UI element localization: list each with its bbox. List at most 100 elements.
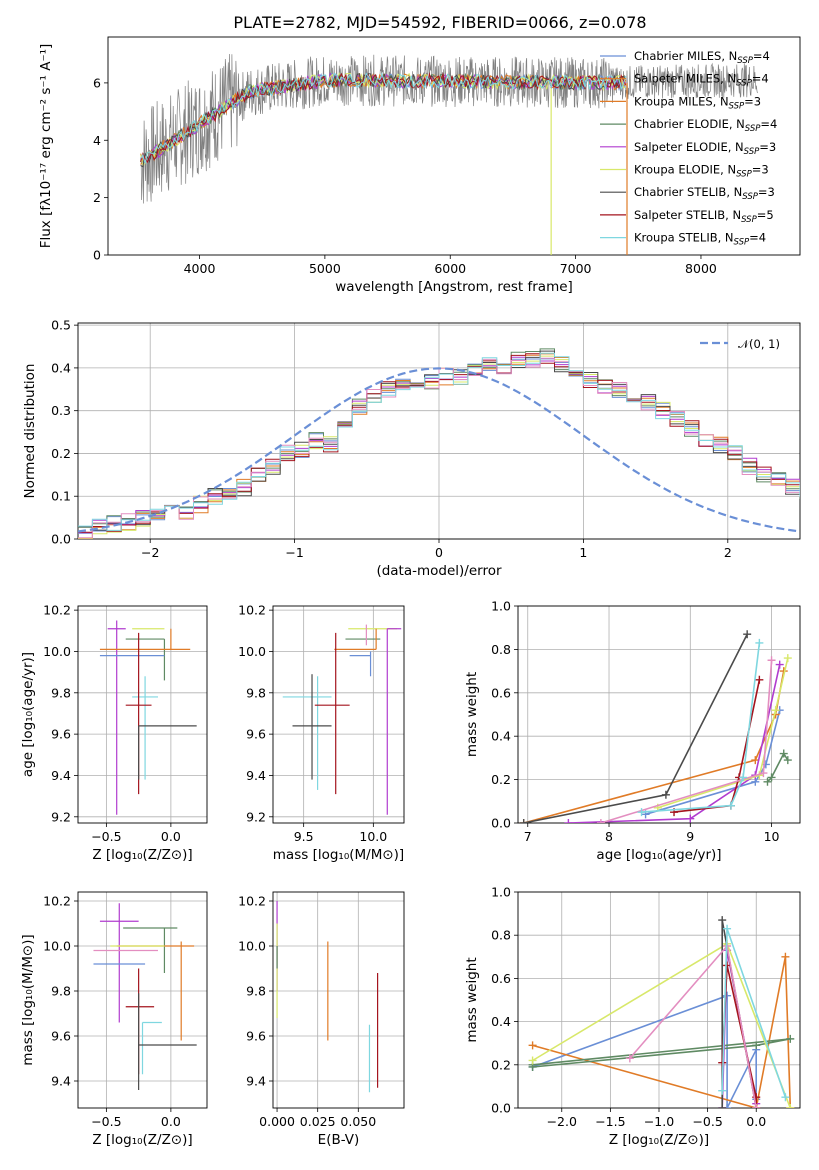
legend-text: =3 (759, 140, 776, 154)
age-vs-mass-plot-area (282, 624, 402, 815)
x-tick-label: 4000 (184, 261, 216, 276)
y-tick-label: 0.5 (51, 318, 71, 333)
plus-marker (761, 760, 770, 769)
x-tick-label: 9 (686, 829, 694, 844)
spectrum-plot-area (140, 53, 758, 255)
legend-text: Chabrier MILES, N (634, 49, 737, 63)
axes-age-vs-Z: −0.5 0.0 9.2 9.4 9.6 9.8 10.0 10.2 Z [log₁₀(Z/Z⊙… (20, 603, 208, 863)
y-axis-label: mass weight (464, 957, 480, 1042)
mass-weight-line (766, 751, 789, 783)
plus-marker (752, 1041, 761, 1050)
plus-marker (723, 961, 732, 970)
legend-entry: Kroupa ELODIE, NSSP=3 (634, 163, 769, 180)
mass-weight-vs-age-plot-area (519, 630, 792, 823)
y-tick-label: 9.8 (51, 984, 71, 999)
y-tick-label: 9.6 (51, 727, 71, 742)
y-tick-label: 0.4 (491, 729, 511, 744)
plus-marker (783, 756, 792, 765)
y-tick-label: 0.8 (491, 928, 511, 943)
legend-text: Kroupa STELIB, N (634, 231, 734, 245)
legend-entry: Chabrier MILES, NSSP=4 (634, 49, 770, 66)
axes-age-vs-mass: 9.5 10.0 9.2 9.4 9.6 9.8 10.0 10.2 mass [log₁₀(M… (238, 603, 405, 863)
plus-marker (767, 656, 776, 665)
plus-marker (686, 814, 695, 823)
plus-marker (786, 1034, 795, 1043)
x-tick-label: −2.0 (547, 1114, 577, 1129)
axes-mass-weight-vs-age: 7 8 9 10 0.0 0.2 0.4 0.6 0.8 1.0 age [log₁₀(age/yr… (464, 599, 801, 863)
y-tick-label: 2 (93, 190, 101, 205)
mass-weight-line (568, 664, 781, 823)
x-tick-label: 0 (435, 545, 443, 560)
legend-subscript: SSP (736, 79, 752, 89)
axes-frame (272, 891, 405, 1109)
axes-frame (272, 605, 405, 824)
y-tick-label: 10.2 (43, 603, 71, 618)
y-tick-label: 0.6 (491, 971, 511, 986)
legend-text: =4 (753, 49, 770, 63)
y-tick-label: 9.8 (246, 685, 266, 700)
legend-text: =4 (760, 117, 777, 131)
axes-mass-vs-EBV: 0.000 0.025 0.050 9.4 9.6 9.8 10.0 10.2 E(B-V) (238, 891, 405, 1148)
legend-text: =3 (744, 94, 761, 108)
x-axis-label: Z [log₁₀(Z/Z⊙)] (92, 847, 192, 863)
legend-entry: Salpeter MILES, NSSP=4 (634, 72, 769, 89)
plus-marker (743, 630, 752, 639)
legend-subscript: SSP (734, 238, 750, 248)
y-tick-label: 9.8 (246, 984, 266, 999)
y-tick-label: 0.1 (51, 489, 71, 504)
model-spectrum-line (140, 72, 627, 164)
legend-text: Salpeter STELIB, N (634, 208, 741, 222)
x-tick-label: 0.050 (340, 1114, 376, 1129)
histogram-step-line (78, 358, 800, 534)
y-tick-label: 9.4 (246, 768, 266, 783)
legend-text: =5 (757, 208, 774, 222)
plus-marker (739, 773, 748, 782)
plus-marker (723, 1104, 732, 1108)
plus-marker (752, 1104, 761, 1108)
y-tick-label: 9.2 (246, 809, 266, 824)
mass-weight-line (532, 994, 757, 1108)
legend-text: Salpeter MILES, N (634, 72, 736, 86)
x-tick-label: 0.0 (161, 829, 181, 844)
plus-marker (625, 1054, 634, 1063)
axes-frame (77, 605, 208, 824)
histogram-step-line (78, 356, 800, 534)
x-tick-label: 0.0 (161, 1114, 181, 1129)
x-tick-label: 6000 (434, 261, 466, 276)
age-vs-Z-plot-area (99, 620, 197, 815)
y-axis-label: mass [log₁₀(M/M⊙)] (20, 934, 36, 1065)
plus-marker (759, 769, 768, 778)
y-tick-label: 10.2 (238, 894, 266, 909)
x-tick-label: 8 (605, 829, 613, 844)
plus-marker (763, 777, 772, 786)
plus-marker (718, 1086, 727, 1095)
axes-frame (517, 891, 801, 1109)
x-axis-label: Z [log₁₀(Z/Z⊙)] (609, 1132, 709, 1148)
mass-weight-line (532, 1038, 791, 1068)
axes-mass-vs-Z: −0.5 0.0 9.4 9.6 9.8 10.0 10.2 Z [log₁₀(Z/Z⊙)] m… (20, 891, 208, 1148)
axes-mass-weight-vs-Z: −2.0 −1.5 −1.0 −0.5 0.0 0.0 0.2 0.4 0.6 0.8 1.0 Z [… (464, 885, 801, 1148)
model-spectrum-line (140, 72, 627, 164)
legend-subscript: SSP (736, 170, 752, 180)
y-tick-label: 10.0 (238, 644, 266, 659)
plus-marker (564, 819, 573, 823)
x-tick-label: −0.5 (692, 1114, 722, 1129)
histogram-step-line (78, 357, 800, 539)
x-tick-label: 2 (724, 545, 732, 560)
x-axis-label: (data-model)/error (376, 563, 502, 579)
y-tick-label: 4 (93, 133, 101, 148)
x-tick-label: −1.5 (595, 1114, 625, 1129)
plus-marker (786, 1104, 795, 1108)
legend-subscript: SSP (744, 147, 760, 157)
plus-marker (596, 819, 605, 823)
x-tick-label: 8000 (685, 261, 717, 276)
x-axis-label: wavelength [Angstrom, rest frame] (335, 279, 573, 295)
y-tick-label: 9.6 (51, 1029, 71, 1044)
legend-subscript: SSP (729, 101, 745, 111)
y-tick-label: 0.8 (491, 642, 511, 657)
x-axis-label: Z [log₁₀(Z/Z⊙)] (92, 1132, 192, 1148)
x-tick-label: 0.025 (300, 1114, 336, 1129)
y-tick-label: 0.0 (491, 1101, 511, 1116)
y-tick-label: 9.6 (246, 1029, 266, 1044)
x-tick-label: 10.0 (359, 829, 387, 844)
